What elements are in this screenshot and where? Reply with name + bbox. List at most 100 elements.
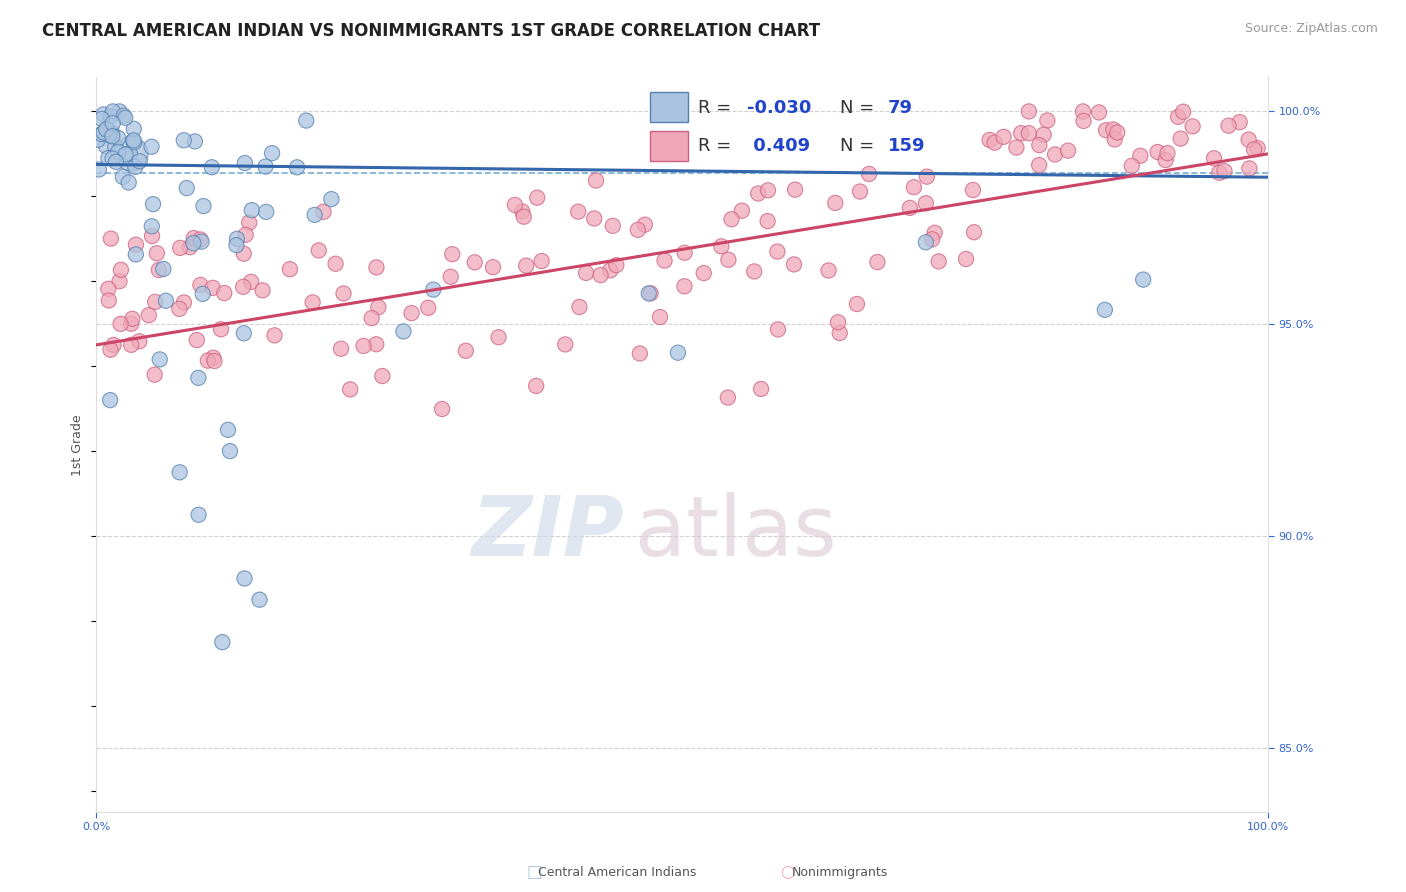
Point — [169, 241, 191, 255]
Point — [100, 109, 122, 123]
Point — [93, 126, 115, 140]
Point — [122, 121, 145, 136]
Point — [235, 227, 257, 242]
Point — [430, 402, 453, 417]
Point — [1095, 123, 1118, 137]
Point — [190, 277, 212, 292]
Point — [599, 263, 621, 277]
Y-axis label: 1st Grade: 1st Grade — [72, 414, 84, 475]
Point — [138, 308, 160, 322]
Point — [97, 293, 120, 308]
Point — [530, 254, 553, 268]
Point — [148, 263, 170, 277]
Point — [602, 219, 624, 233]
Point — [90, 127, 112, 141]
Point — [94, 139, 117, 153]
Point — [627, 223, 650, 237]
Point — [191, 286, 214, 301]
Point — [747, 186, 769, 201]
Point — [1073, 114, 1095, 128]
Point — [640, 286, 662, 301]
Point — [122, 133, 145, 147]
Point — [110, 263, 132, 277]
Point — [97, 282, 120, 296]
Point — [184, 135, 207, 149]
Point — [749, 382, 772, 396]
Point — [249, 592, 271, 607]
Point — [817, 263, 839, 277]
Point — [513, 210, 536, 224]
Point — [1088, 105, 1111, 120]
Text: R =: R = — [699, 136, 737, 154]
Point — [173, 295, 195, 310]
Point — [717, 252, 740, 267]
Point — [169, 301, 191, 316]
Point — [1213, 164, 1236, 178]
Point — [367, 300, 389, 314]
Point — [252, 283, 274, 297]
Point — [219, 444, 242, 458]
Point — [128, 334, 150, 349]
Point — [330, 342, 353, 356]
Point — [1208, 166, 1230, 180]
Point — [187, 371, 209, 385]
Point — [1229, 115, 1251, 129]
Point — [141, 140, 163, 154]
Point — [827, 315, 849, 329]
Point — [98, 393, 121, 408]
Point — [339, 383, 361, 397]
Point — [100, 343, 122, 357]
Point — [717, 391, 740, 405]
Point — [146, 246, 169, 260]
Point — [634, 218, 657, 232]
Point — [366, 260, 388, 275]
Point — [605, 258, 627, 272]
Text: ZIP: ZIP — [471, 492, 623, 574]
Text: Central American Indians: Central American Indians — [538, 866, 697, 879]
Point — [301, 295, 323, 310]
Point — [232, 326, 254, 341]
Point — [263, 328, 285, 343]
Point — [143, 368, 166, 382]
Point — [152, 262, 174, 277]
Point — [567, 204, 589, 219]
Point — [122, 134, 145, 148]
Point — [1057, 144, 1080, 158]
Point — [371, 369, 394, 384]
Point — [1218, 119, 1240, 133]
Point — [628, 346, 651, 360]
Text: -0.030: -0.030 — [747, 99, 811, 117]
Point — [173, 133, 195, 147]
Point — [422, 283, 444, 297]
Point — [898, 201, 921, 215]
Point — [914, 235, 936, 250]
Point — [190, 235, 212, 249]
Point — [1173, 104, 1195, 119]
Point — [211, 635, 233, 649]
Point — [1028, 158, 1050, 172]
Point — [824, 195, 846, 210]
Point — [226, 232, 249, 246]
Text: N =: N = — [839, 136, 880, 154]
Point — [332, 286, 354, 301]
Point — [928, 254, 950, 268]
Point — [104, 155, 127, 169]
Point — [845, 297, 868, 311]
Point — [104, 140, 127, 154]
Point — [418, 301, 440, 315]
Point — [454, 343, 477, 358]
Point — [515, 259, 537, 273]
Point — [183, 231, 205, 245]
Point — [295, 113, 318, 128]
Point — [766, 244, 789, 259]
Point — [353, 339, 375, 353]
Point — [100, 231, 122, 245]
Point — [1102, 122, 1125, 136]
Text: atlas: atlas — [636, 492, 837, 574]
Point — [232, 246, 254, 260]
Point — [583, 211, 606, 226]
Point — [731, 203, 754, 218]
Point — [204, 354, 226, 368]
Point — [101, 129, 124, 144]
Point — [118, 146, 141, 161]
